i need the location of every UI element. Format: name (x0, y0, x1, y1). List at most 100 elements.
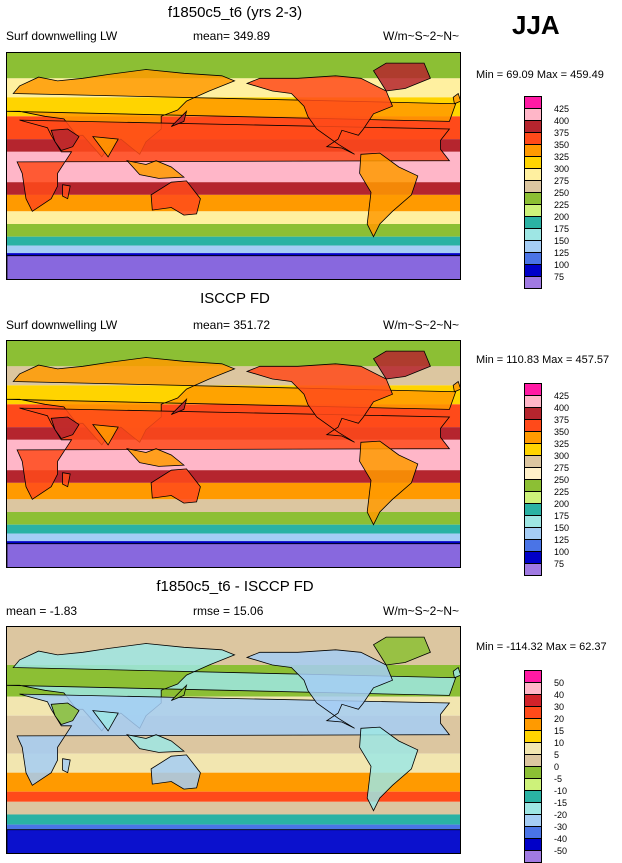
panel1-title: f1850c5_t6 (yrs 2-3) (167, 4, 303, 21)
field-band (7, 814, 460, 825)
continent-outline (7, 255, 460, 279)
colorbar-tick-label: 40 (554, 690, 565, 700)
continent-outline (16, 407, 451, 500)
colorbar-tick-label: 300 (554, 451, 570, 461)
field-band (7, 224, 460, 237)
colorbar-tick-label: -5 (554, 774, 563, 784)
colorbar-swatch (524, 276, 542, 289)
continent-outline (452, 92, 460, 105)
continent-outline (150, 180, 201, 216)
continent-outline (245, 75, 394, 155)
colorbar-tick-label: -20 (554, 810, 568, 820)
season-label: JJA (512, 10, 560, 40)
field-band (7, 182, 460, 195)
panel3-units-label: W/m~S~2~N~ (383, 604, 460, 618)
continent-outline (452, 666, 460, 679)
continent-outline (245, 649, 394, 729)
colorbar-tick-label: 350 (554, 140, 570, 150)
colorbar-tick-label: 425 (554, 391, 570, 401)
colorbar-tick-label: 375 (554, 128, 570, 138)
panel3-title: f1850c5_t6 - ISCCP FD (156, 578, 314, 595)
continent-outline (171, 110, 188, 127)
map-field (7, 53, 460, 279)
continent-outline (125, 160, 185, 179)
continent-outline (171, 398, 188, 415)
map-field (7, 341, 460, 567)
colorbar-tick-label: 425 (554, 104, 570, 114)
colorbar-tick-label: 125 (554, 535, 570, 545)
continent-outline (50, 128, 80, 151)
colorbar-tick-label: 125 (554, 248, 570, 258)
continent-outline (171, 684, 188, 701)
colorbar-tick-label: 175 (554, 224, 570, 234)
field-band (7, 772, 460, 792)
panel2-map (6, 340, 461, 568)
panel3-map (6, 626, 461, 854)
colorbar-swatch (524, 850, 542, 863)
panel2-title: ISCCP FD (200, 290, 270, 307)
colorbar-tick-label: -40 (554, 834, 568, 844)
field-band (7, 211, 460, 224)
colorbar-tick-label: 350 (554, 427, 570, 437)
field-band (7, 245, 460, 254)
continent-outline (125, 734, 185, 753)
colorbar-tick-label: 200 (554, 499, 570, 509)
field-band (7, 533, 460, 542)
field-band (7, 512, 460, 525)
colorbar-tick-label: 100 (554, 547, 570, 557)
continent-outline (92, 710, 119, 732)
colorbar-tick-label: 20 (554, 714, 565, 724)
panel2-units-label: W/m~S~2~N~ (383, 318, 460, 332)
continent-outline (62, 758, 71, 774)
continent-outline (150, 754, 201, 790)
field-band (7, 236, 460, 246)
colorbar-tick-label: 30 (554, 702, 565, 712)
continent-outline (50, 416, 80, 439)
field-band (7, 194, 460, 212)
continent-outline (7, 829, 460, 853)
map-field (7, 627, 460, 853)
colorbar-tick-label: -10 (554, 786, 568, 796)
colorbar-tick-label: 0 (554, 762, 560, 772)
colorbar-tick-label: 15 (554, 726, 565, 736)
field-band (7, 791, 460, 802)
colorbar-tick-label: 225 (554, 487, 570, 497)
continent-outline (359, 440, 419, 526)
colorbar-tick-label: 325 (554, 152, 570, 162)
colorbar-tick-label: 50 (554, 678, 565, 688)
continent-outline (62, 184, 71, 200)
continent-outline (452, 380, 460, 393)
continent-outline (372, 636, 431, 666)
colorbar-tick-label: 100 (554, 260, 570, 270)
continent-outline (245, 363, 394, 443)
panel1-variable-label: Surf downwelling LW (6, 29, 118, 43)
continent-outline (372, 350, 431, 380)
colorbar-tick-label: 250 (554, 188, 570, 198)
panel3-rmse-label: rmse = 15.06 (193, 604, 264, 618)
field-band (7, 470, 460, 483)
colorbar-tick-label: -30 (554, 822, 568, 832)
continent-outline (125, 448, 185, 467)
panel2-mean-label: mean= 351.72 (193, 318, 271, 332)
colorbar-tick-label: 200 (554, 212, 570, 222)
colorbar-tick-label: 225 (554, 200, 570, 210)
panel1-units-label: W/m~S~2~N~ (383, 29, 460, 43)
colorbar-tick-label: 300 (554, 164, 570, 174)
panel3-mean-label: mean = -1.83 (6, 604, 78, 618)
colorbar-tick-label: 275 (554, 176, 570, 186)
colorbar-swatch (524, 563, 542, 576)
panel1-mean-label: mean= 349.89 (193, 29, 271, 43)
colorbar-tick-label: -50 (554, 846, 568, 856)
continent-outline (92, 136, 119, 158)
colorbar-tick-label: 325 (554, 439, 570, 449)
field-band (7, 753, 460, 773)
panel2-minmax: Min = 110.83 Max = 457.57 (476, 354, 610, 366)
colorbar-tick-label: 75 (554, 559, 565, 569)
continent-outline (150, 468, 201, 504)
field-band (7, 524, 460, 534)
continent-outline (359, 726, 419, 812)
continent-outline (62, 472, 71, 488)
colorbar-tick-label: 400 (554, 116, 570, 126)
field-band (7, 499, 460, 512)
continent-outline (16, 693, 451, 786)
